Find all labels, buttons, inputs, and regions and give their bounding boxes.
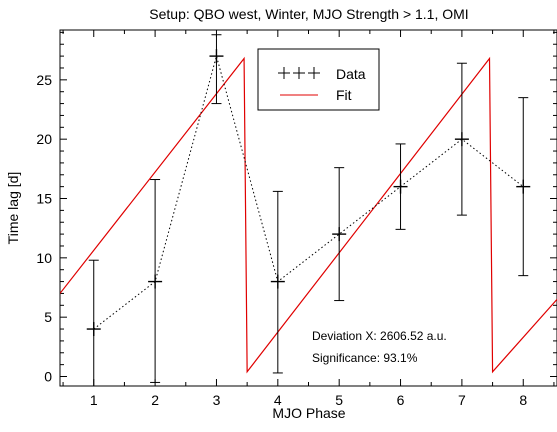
legend-label-fit: Fit [336,87,352,103]
y-tick-label: 20 [36,131,52,147]
y-tick-label: 10 [36,250,52,266]
y-tick-label: 25 [36,72,52,88]
x-tick-label: 2 [151,392,159,408]
x-tick-label: 6 [397,392,405,408]
data-line [93,54,524,330]
chart-title: Setup: QBO west, Winter, MJO Strength > … [149,6,468,22]
x-tick-label: 8 [519,392,527,408]
legend-marker-data [278,67,320,79]
x-axis-label: MJO Phase [272,405,345,421]
x-tick-label: 1 [90,392,98,408]
annotation-significance: Significance: 93.1% [312,351,418,365]
y-tick-label: 0 [44,369,52,385]
x-tick-label: 4 [274,392,282,408]
fit-line [60,56,557,374]
plot-series [60,34,557,386]
legend-label-data: Data [336,66,366,82]
y-axis-label: Time lag [d] [5,172,21,245]
y-tick-label: 5 [44,309,52,325]
x-tick-label: 3 [213,392,221,408]
annotation-deviation: Deviation X: 2606.52 a.u. [312,329,447,343]
x-tick-label: 5 [335,392,343,408]
y-tick-label: 15 [36,191,52,207]
legend-box [257,48,380,111]
plot-area: 1 2 3 4 5 6 7 8 0 5 10 15 20 25 [36,29,557,408]
x-tick-label: 7 [458,392,466,408]
legend: Data Fit [257,48,380,111]
